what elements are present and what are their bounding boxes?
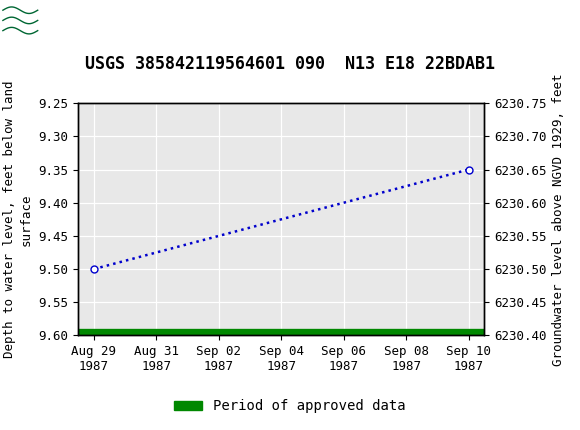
Legend: Period of approved data: Period of approved data xyxy=(169,394,411,419)
Text: USGS 385842119564601 090  N13 E18 22BDAB1: USGS 385842119564601 090 N13 E18 22BDAB1 xyxy=(85,55,495,74)
Text: USGS: USGS xyxy=(42,12,97,29)
FancyBboxPatch shape xyxy=(3,3,78,37)
Y-axis label: Depth to water level, feet below land
surface: Depth to water level, feet below land su… xyxy=(3,80,33,358)
Y-axis label: Groundwater level above NGVD 1929, feet: Groundwater level above NGVD 1929, feet xyxy=(552,73,565,366)
